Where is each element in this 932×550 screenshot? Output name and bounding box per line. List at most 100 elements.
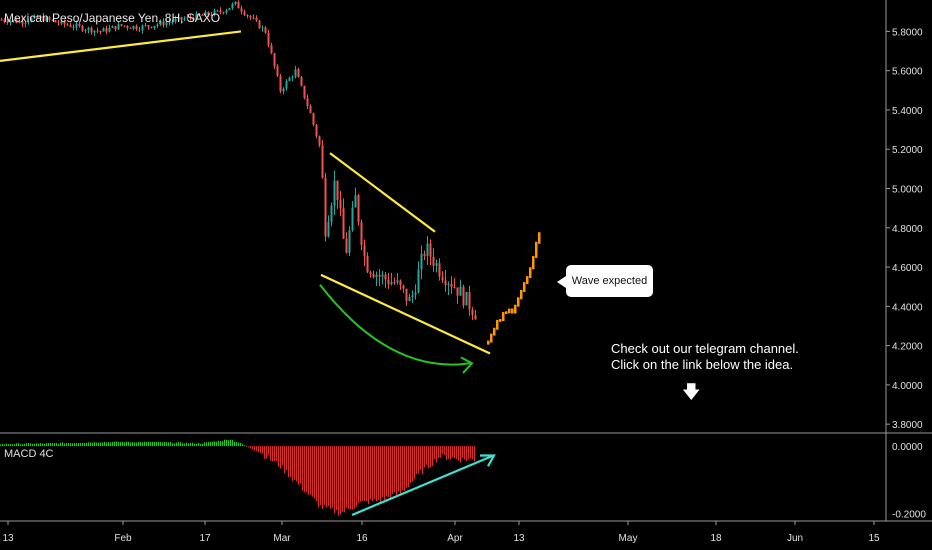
- macd-bar: [280, 446, 282, 469]
- macd-bar: [312, 446, 314, 497]
- macd-bar: [64, 443, 66, 447]
- candle: [330, 205, 333, 222]
- macd-bar: [184, 443, 186, 447]
- macd-bar: [248, 446, 250, 448]
- macd-bar: [44, 443, 46, 447]
- macd-bar: [198, 442, 200, 447]
- candle: [300, 77, 303, 86]
- macd-bar: [48, 443, 50, 447]
- candles: [0, 0, 477, 321]
- projection-candle: [538, 232, 541, 244]
- macd-bar: [434, 446, 436, 460]
- macd-bar: [58, 443, 60, 447]
- macd-bar: [324, 446, 326, 506]
- macd-bar: [228, 440, 230, 447]
- macd-bar: [466, 446, 468, 462]
- macd-bar: [116, 441, 118, 447]
- candle: [3, 19, 6, 22]
- candle: [222, 12, 225, 14]
- macd-bar: [166, 442, 168, 447]
- macd-bar: [330, 446, 332, 509]
- candle: [171, 21, 174, 23]
- macd-bar: [414, 446, 416, 480]
- curve-arrowhead: [460, 356, 474, 374]
- macd-bar: [450, 446, 452, 460]
- price-tick-label: 4.4000: [892, 302, 923, 313]
- macd-bar: [268, 446, 270, 456]
- macd-bar: [50, 442, 52, 447]
- macd-bar: [386, 446, 388, 497]
- macd-bar: [458, 446, 460, 461]
- macd-bar: [378, 446, 380, 500]
- candle: [24, 22, 27, 24]
- curve-arrow: [319, 284, 471, 366]
- macd-bar: [436, 446, 438, 463]
- time-tick-label: Jun: [787, 533, 803, 544]
- macd-bar: [474, 446, 476, 462]
- macd-bar: [376, 446, 378, 502]
- macd-bar: [2, 443, 4, 447]
- price-tick-label: 5.8000: [892, 27, 923, 38]
- macd-bar: [230, 439, 232, 447]
- macd-bar: [32, 444, 34, 447]
- candle: [363, 245, 366, 257]
- macd-bar: [160, 442, 162, 447]
- macd-bar: [24, 443, 26, 447]
- macd-bar: [418, 446, 420, 474]
- macd-bar: [236, 442, 238, 447]
- candle: [111, 25, 114, 28]
- macd-bar: [250, 446, 252, 449]
- candle: [378, 274, 381, 277]
- candle: [177, 17, 180, 19]
- candle: [54, 20, 57, 23]
- candle: [84, 30, 87, 32]
- candle: [102, 28, 105, 32]
- candle: [96, 30, 99, 32]
- candle: [126, 25, 129, 28]
- candle: [282, 88, 285, 92]
- macd-bar: [206, 442, 208, 447]
- macd-bar: [356, 446, 358, 507]
- macd-bar: [370, 446, 372, 500]
- candle: [186, 16, 189, 19]
- candle: [432, 256, 435, 266]
- candle: [75, 23, 78, 28]
- candle: [78, 23, 81, 26]
- candle: [291, 76, 294, 78]
- time-tick-label: Feb: [114, 533, 132, 544]
- macd-bar: [456, 446, 458, 459]
- price-tick-label: 4.0000: [892, 381, 923, 392]
- candle: [303, 85, 306, 99]
- candle: [426, 243, 429, 256]
- macd-bar: [66, 443, 68, 447]
- candle: [48, 17, 51, 20]
- macd-bar: [440, 446, 442, 458]
- macd-trendline: [351, 455, 493, 516]
- candle: [15, 19, 18, 23]
- macd-bar: [192, 442, 194, 447]
- candle: [384, 274, 387, 280]
- candle: [315, 124, 318, 137]
- candle: [144, 25, 147, 27]
- macd-bar: [214, 441, 216, 447]
- macd-bar: [270, 446, 272, 461]
- macd-bar: [394, 446, 396, 493]
- projection-candle: [502, 312, 505, 322]
- candle: [324, 177, 327, 237]
- macd-bar: [284, 446, 286, 474]
- macd-bar: [42, 443, 44, 447]
- macd-bar: [152, 441, 154, 447]
- macd-bar: [20, 444, 22, 447]
- candle: [456, 287, 459, 296]
- macd-bar: [28, 443, 30, 447]
- macd-bar: [302, 446, 304, 491]
- candle: [45, 17, 48, 22]
- candle: [327, 221, 330, 237]
- macd-bar: [98, 442, 100, 447]
- macd-bar: [4, 444, 6, 447]
- macd-bar: [314, 446, 316, 499]
- grid: [0, 0, 932, 522]
- macd-bar: [108, 442, 110, 447]
- candle: [201, 14, 204, 16]
